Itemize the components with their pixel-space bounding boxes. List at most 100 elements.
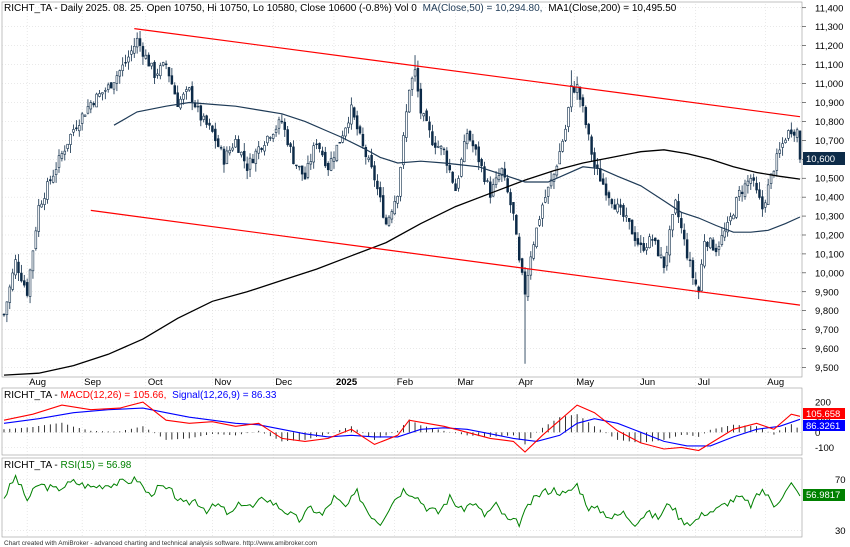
candle-body — [25, 282, 29, 296]
candle-body — [176, 92, 179, 107]
candle-body — [798, 130, 802, 160]
candle-body — [677, 201, 680, 218]
signal-value-label: 86.3261 — [806, 421, 840, 432]
candle-body — [341, 135, 344, 143]
candle-body — [138, 38, 142, 46]
macd-line — [3, 401, 801, 453]
month-label: Jun — [640, 377, 655, 388]
candle-body — [517, 236, 521, 261]
candle-body — [633, 232, 637, 241]
rsi-header-symbol: RICHT_TA - — [4, 460, 60, 471]
candle-body — [14, 259, 17, 276]
candle-body — [338, 142, 342, 144]
month-label: Feb — [397, 377, 413, 388]
candle-body — [619, 204, 622, 208]
candle-body — [474, 144, 478, 150]
candle-body — [199, 105, 203, 121]
candle-body — [572, 86, 576, 93]
candle-body — [112, 82, 116, 90]
candle-body — [428, 121, 431, 131]
candle-body — [688, 259, 692, 261]
candle-body — [101, 92, 104, 95]
grid-lines — [2, 4, 802, 537]
candle-body — [575, 84, 579, 93]
candle-body — [60, 153, 64, 159]
candle-body — [706, 241, 709, 247]
candle-body — [523, 271, 527, 295]
candle-body — [92, 103, 95, 106]
month-label: 2025 — [336, 377, 358, 388]
price-header: RICHT_TA - Daily 2025. 08. 25. Open 1075… — [4, 3, 677, 14]
candle-body — [57, 155, 61, 168]
candle-body — [538, 219, 541, 226]
candle-body — [546, 186, 550, 197]
candle-body — [182, 93, 185, 100]
month-label: Aug — [767, 377, 784, 388]
candle-body — [599, 168, 602, 182]
candle-body — [668, 229, 671, 256]
candle-body — [691, 260, 695, 279]
candle-body — [170, 75, 174, 85]
candle-body — [211, 125, 214, 132]
candle-body — [532, 244, 535, 259]
ma200-legend: MA1(Close,200) = 10,495.50 — [548, 3, 677, 14]
candle-body — [237, 139, 240, 153]
candle-body — [321, 150, 324, 156]
candle-body — [387, 216, 391, 226]
candle-body — [454, 183, 457, 192]
candle-body — [671, 214, 674, 231]
candle-body — [465, 133, 469, 145]
candle-body — [787, 130, 790, 139]
candle-body — [735, 197, 738, 218]
candle-body — [775, 153, 779, 171]
candle-body — [376, 180, 379, 190]
candle-body — [610, 199, 614, 205]
month-label: Jul — [698, 377, 710, 388]
candle-body — [277, 119, 281, 129]
candle-body — [196, 105, 200, 108]
candle-body — [37, 205, 40, 232]
candle-body — [274, 128, 278, 133]
candle-body — [78, 125, 81, 132]
last-close-badge — [803, 152, 845, 165]
candle-body — [28, 269, 32, 297]
candle-body — [5, 301, 9, 315]
candle-body — [648, 236, 651, 249]
candle-body — [370, 154, 373, 168]
candle-body — [2, 313, 6, 316]
candle-body — [231, 147, 234, 151]
candle-body — [364, 147, 368, 158]
candle-body — [393, 201, 397, 215]
candle-body — [373, 165, 376, 181]
price-tick-label: 11,300 — [815, 22, 843, 33]
candle-body — [729, 216, 732, 222]
candle-body — [460, 159, 463, 177]
candle-body — [552, 173, 556, 182]
candle-body — [544, 197, 547, 203]
candle-body — [755, 182, 758, 191]
candle-body — [219, 147, 223, 149]
price-tick-label: 10,000 — [815, 268, 844, 279]
candle-body — [381, 195, 385, 218]
candle-body — [214, 128, 217, 142]
candle-body — [529, 256, 533, 276]
month-label: Apr — [518, 377, 533, 388]
signal-line — [3, 407, 801, 447]
candle-body — [413, 69, 417, 77]
macd-series — [3, 401, 801, 453]
rsi-series — [3, 474, 801, 529]
rsi-value-label: 56.9817 — [806, 490, 840, 501]
candle-body — [350, 104, 353, 125]
candle-body — [257, 146, 260, 154]
candle-body — [185, 89, 188, 92]
candle-body — [778, 149, 781, 154]
candle-body — [118, 70, 122, 77]
candle-body — [133, 46, 136, 54]
candle-body — [75, 127, 78, 130]
candle-body — [784, 139, 787, 143]
candle-body — [292, 146, 295, 165]
rsi-tick-label: 30 — [835, 526, 846, 537]
candle-body — [98, 93, 101, 97]
candle-body — [740, 191, 744, 195]
candle-body — [422, 113, 425, 117]
